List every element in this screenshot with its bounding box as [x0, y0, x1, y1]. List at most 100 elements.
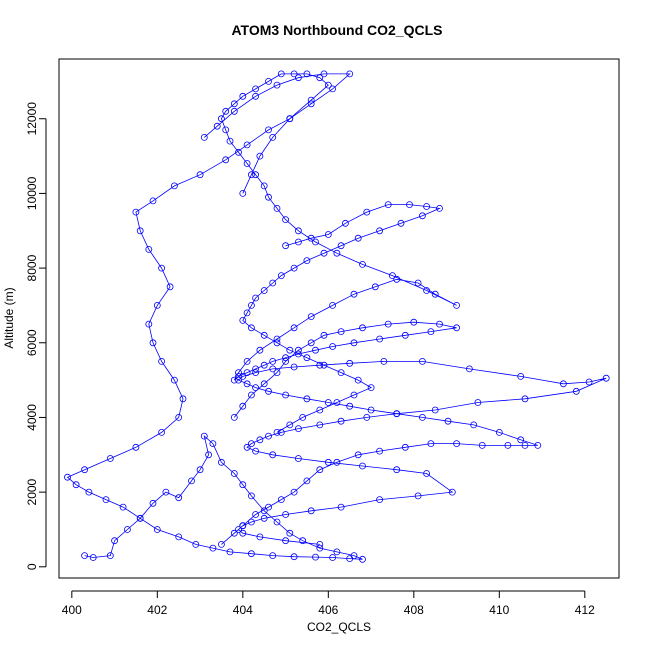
data-point	[307, 234, 315, 242]
data-point	[252, 511, 260, 518]
y-tick-label: 2000	[25, 478, 39, 505]
data-point	[303, 70, 311, 78]
data-point	[273, 81, 281, 89]
data-point	[333, 548, 341, 556]
x-tick-label: 406	[318, 603, 338, 617]
data-point	[243, 369, 251, 377]
data-point	[175, 533, 183, 541]
data-point	[307, 507, 315, 515]
axes: 400 402 404 406 408 410 412 0 2000 4000 6000 8000 10…	[25, 102, 595, 617]
data-point	[521, 395, 529, 403]
data-point	[273, 339, 281, 347]
data-point	[149, 339, 157, 347]
data-point	[106, 455, 114, 462]
data-point	[329, 301, 337, 309]
series-line	[66, 73, 363, 560]
data-point	[350, 391, 358, 399]
data-point	[376, 447, 384, 455]
data-point	[209, 544, 217, 552]
data-point	[235, 376, 242, 384]
data-point	[247, 440, 255, 448]
data-point	[414, 279, 422, 287]
data-point	[158, 428, 166, 436]
data-point	[427, 328, 435, 336]
data-point	[222, 107, 230, 115]
data-point	[81, 466, 88, 474]
data-point	[359, 555, 366, 563]
data-point	[401, 443, 409, 451]
data-point	[89, 554, 97, 561]
data-point	[124, 526, 131, 533]
data-point	[72, 481, 80, 489]
data-point	[341, 219, 349, 227]
data-point	[149, 197, 157, 205]
data-point	[294, 346, 302, 354]
data-point	[329, 343, 337, 350]
data-point	[230, 100, 238, 108]
data-point	[243, 443, 251, 451]
data-point	[239, 529, 247, 537]
data-point	[247, 550, 255, 558]
data-point	[145, 320, 153, 328]
data-point	[427, 440, 435, 448]
data-point	[350, 339, 358, 347]
data-point	[418, 357, 426, 365]
data-point	[423, 470, 431, 477]
data-point	[337, 503, 345, 511]
series-4	[239, 201, 443, 436]
data-point	[312, 553, 319, 561]
data-point	[384, 320, 392, 328]
data-point	[170, 182, 178, 190]
data-point	[149, 499, 157, 507]
series-1	[64, 70, 366, 563]
data-point	[329, 554, 337, 561]
data-point	[256, 533, 264, 541]
y-axis-label: Altitude (m)	[2, 287, 16, 348]
series-3	[217, 70, 461, 421]
data-point	[256, 152, 264, 160]
y-tick-label: 0	[25, 563, 39, 570]
chart-title: ATOM3 Northbound CO2_QCLS	[231, 22, 442, 38]
data-point	[367, 384, 375, 392]
data-point	[316, 421, 324, 429]
data-point	[418, 212, 426, 220]
data-point	[371, 283, 379, 291]
data-point	[196, 171, 204, 179]
data-point	[299, 413, 307, 421]
y-tick-label: 10000	[25, 176, 39, 210]
data-point	[495, 428, 503, 436]
data-point	[239, 481, 247, 489]
data-point	[572, 387, 580, 395]
data-point	[290, 488, 298, 496]
data-point	[303, 395, 311, 403]
data-point	[294, 74, 302, 82]
data-point	[354, 376, 362, 384]
data-point	[359, 462, 366, 470]
data-point	[436, 320, 443, 328]
data-point	[324, 458, 332, 466]
data-point	[316, 466, 324, 474]
data-point	[252, 384, 260, 392]
data-point	[354, 451, 362, 459]
data-point	[273, 518, 281, 526]
data-point	[294, 227, 302, 235]
y-tick-label: 12000	[25, 102, 39, 136]
data-point	[294, 350, 302, 358]
data-point	[273, 369, 281, 377]
data-point	[235, 526, 242, 533]
data-point	[179, 395, 187, 403]
data-point	[269, 365, 277, 373]
data-point	[286, 421, 294, 429]
data-point	[265, 503, 272, 511]
data-point	[393, 466, 401, 474]
data-point	[252, 294, 260, 302]
data-point	[260, 331, 268, 339]
data-point	[431, 406, 439, 414]
data-point	[333, 458, 341, 466]
plot-area	[64, 70, 610, 563]
data-point	[175, 494, 183, 502]
data-point	[333, 399, 341, 406]
data-point	[192, 541, 200, 548]
data-point	[269, 133, 277, 141]
data-point	[444, 417, 452, 425]
